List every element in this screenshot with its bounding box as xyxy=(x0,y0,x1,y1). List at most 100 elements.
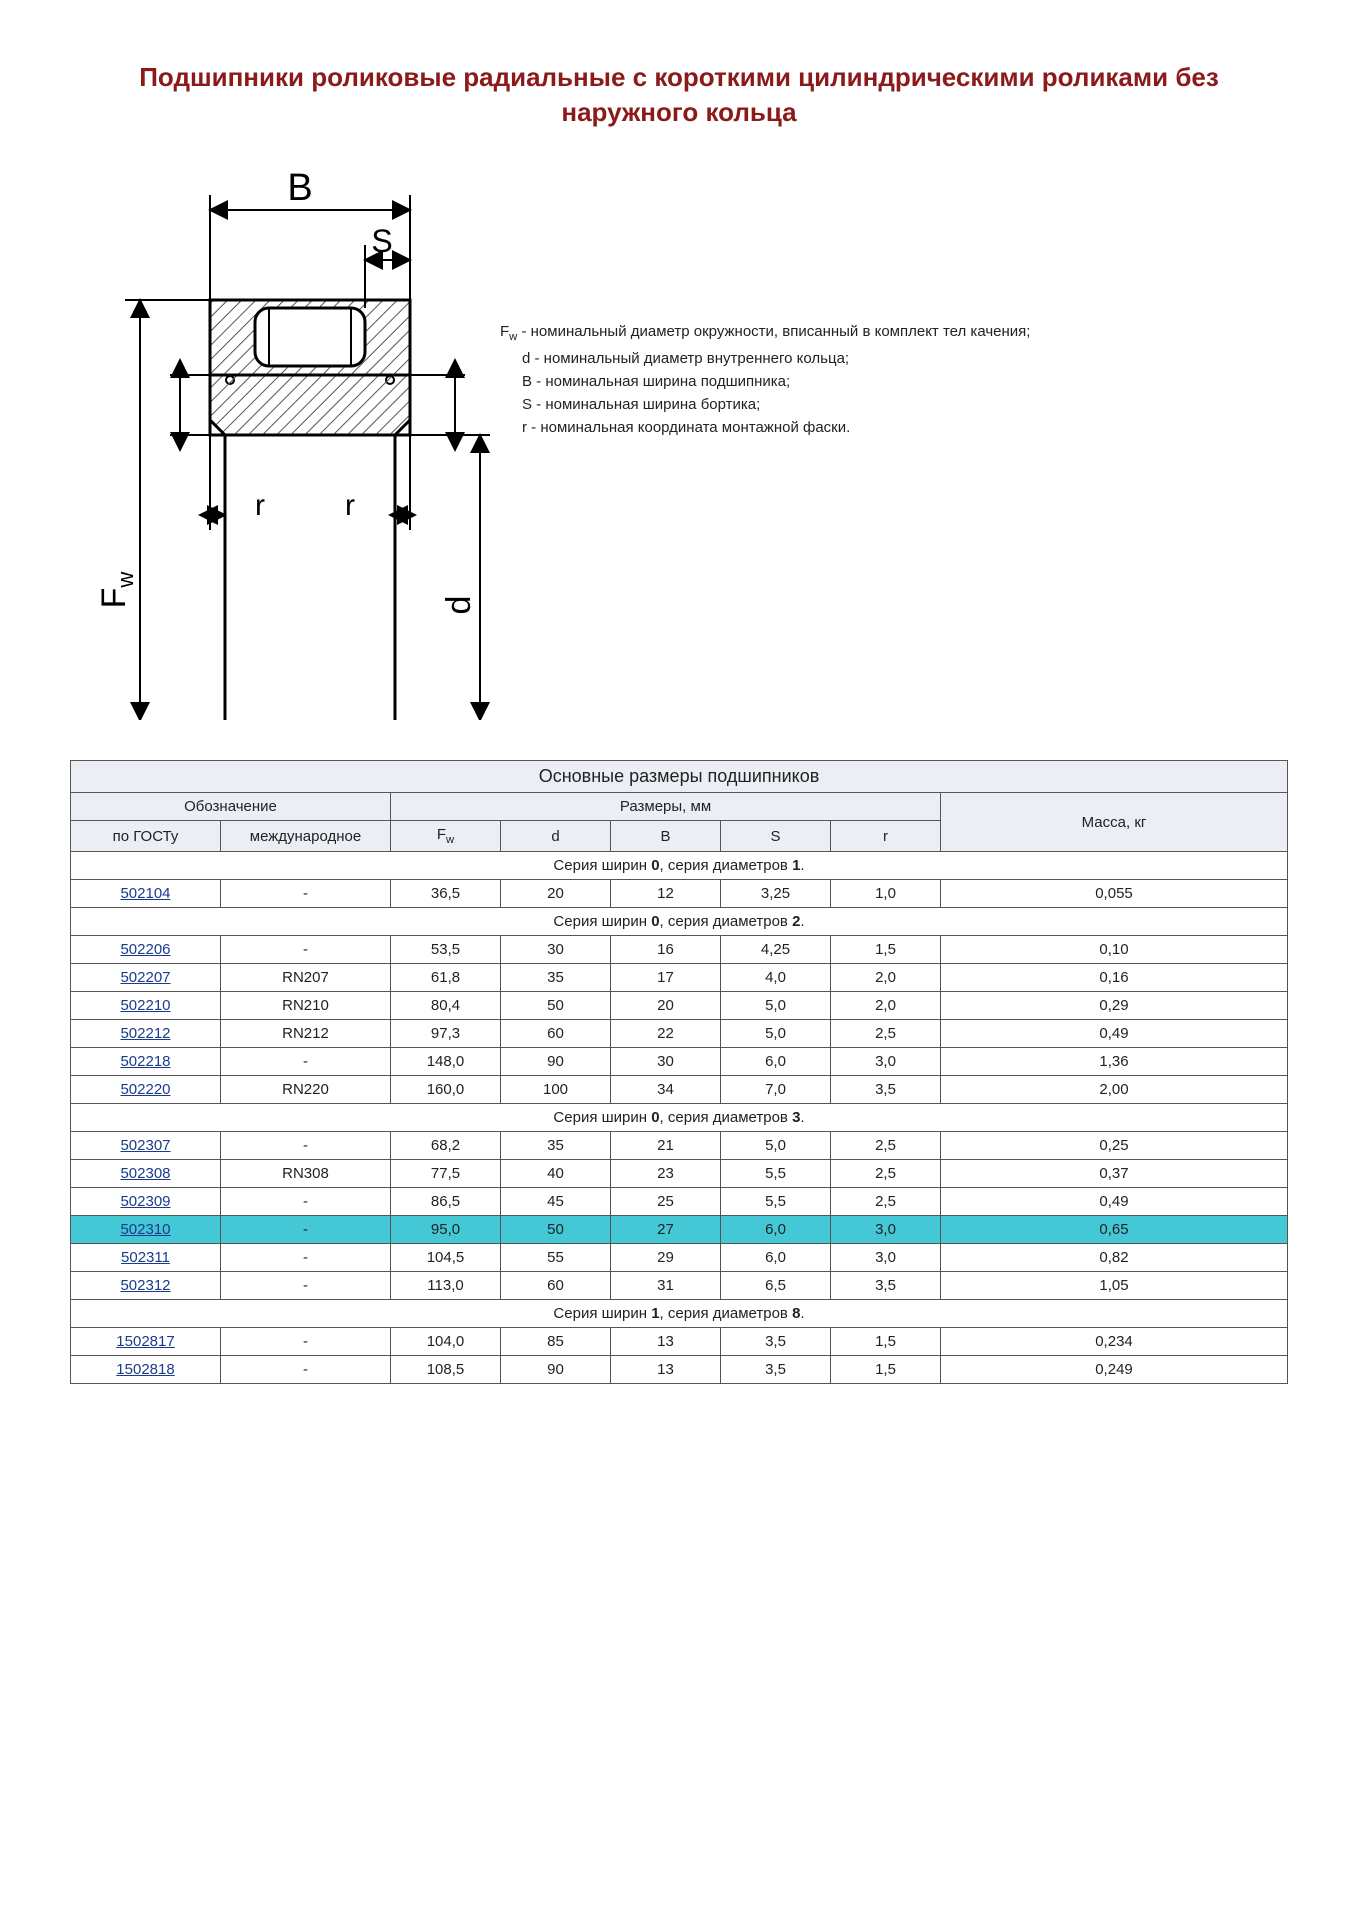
part-link[interactable]: 502104 xyxy=(120,885,170,902)
cell-B: 29 xyxy=(611,1244,721,1272)
cell-gost[interactable]: 502308 xyxy=(71,1160,221,1188)
cell-gost[interactable]: 502312 xyxy=(71,1272,221,1300)
cell-Fw: 77,5 xyxy=(391,1160,501,1188)
table-caption: Основные размеры подшипников xyxy=(71,761,1288,793)
cell-gost[interactable]: 1502818 xyxy=(71,1356,221,1384)
table-row: 502311-104,555296,03,00,82 xyxy=(71,1244,1288,1272)
cell-Fw: 86,5 xyxy=(391,1188,501,1216)
series-header-row: Серия ширин 0, серия диаметров 3. xyxy=(71,1104,1288,1132)
cell-mass: 1,05 xyxy=(941,1272,1288,1300)
cell-gost[interactable]: 502207 xyxy=(71,964,221,992)
cell-intl: RN207 xyxy=(221,964,391,992)
part-link[interactable]: 502206 xyxy=(120,941,170,958)
part-link[interactable]: 502311 xyxy=(121,1249,170,1266)
cell-r: 2,5 xyxy=(831,1188,941,1216)
cell-mass: 0,10 xyxy=(941,936,1288,964)
part-link[interactable]: 1502817 xyxy=(116,1333,174,1350)
table-row: 502220RN220160,0100347,03,52,00 xyxy=(71,1076,1288,1104)
svg-text:Fw: Fw xyxy=(95,572,138,609)
cell-r: 3,0 xyxy=(831,1216,941,1244)
part-link[interactable]: 502309 xyxy=(120,1193,170,1210)
part-link[interactable]: 502212 xyxy=(120,1025,170,1042)
cell-B: 22 xyxy=(611,1020,721,1048)
table-row: 1502817-104,085133,51,50,234 xyxy=(71,1328,1288,1356)
cell-B: 30 xyxy=(611,1048,721,1076)
cell-intl: RN210 xyxy=(221,992,391,1020)
cell-mass: 0,234 xyxy=(941,1328,1288,1356)
cell-Fw: 148,0 xyxy=(391,1048,501,1076)
cell-intl: - xyxy=(221,936,391,964)
cell-S: 6,0 xyxy=(721,1216,831,1244)
table-row: 502212RN21297,360225,02,50,49 xyxy=(71,1020,1288,1048)
dim-label-S: S xyxy=(371,223,392,259)
cell-B: 16 xyxy=(611,936,721,964)
part-link[interactable]: 502312 xyxy=(120,1277,170,1294)
th-r: r xyxy=(831,821,941,852)
cell-d: 90 xyxy=(501,1048,611,1076)
part-link[interactable]: 502220 xyxy=(120,1081,170,1098)
cell-gost[interactable]: 502210 xyxy=(71,992,221,1020)
cell-intl: RN220 xyxy=(221,1076,391,1104)
cell-gost[interactable]: 502206 xyxy=(71,936,221,964)
cell-r: 3,5 xyxy=(831,1076,941,1104)
cell-r: 2,0 xyxy=(831,964,941,992)
cell-Fw: 104,5 xyxy=(391,1244,501,1272)
table-row: 502312-113,060316,53,51,05 xyxy=(71,1272,1288,1300)
cell-B: 12 xyxy=(611,880,721,908)
cell-Fw: 160,0 xyxy=(391,1076,501,1104)
cell-r: 3,0 xyxy=(831,1244,941,1272)
cell-B: 13 xyxy=(611,1356,721,1384)
cell-r: 1,0 xyxy=(831,880,941,908)
cell-mass: 0,82 xyxy=(941,1244,1288,1272)
cell-d: 40 xyxy=(501,1160,611,1188)
cell-gost[interactable]: 502212 xyxy=(71,1020,221,1048)
cell-S: 6,0 xyxy=(721,1048,831,1076)
cell-r: 1,5 xyxy=(831,1356,941,1384)
cell-gost[interactable]: 502311 xyxy=(71,1244,221,1272)
cell-gost[interactable]: 502104 xyxy=(71,880,221,908)
cell-S: 3,5 xyxy=(721,1356,831,1384)
part-link[interactable]: 502310 xyxy=(120,1221,170,1238)
table-row: 502309-86,545255,52,50,49 xyxy=(71,1188,1288,1216)
part-link[interactable]: 502308 xyxy=(120,1165,170,1182)
cell-mass: 1,36 xyxy=(941,1048,1288,1076)
table-row: 502104-36,520123,251,00,055 xyxy=(71,880,1288,908)
cell-Fw: 80,4 xyxy=(391,992,501,1020)
cell-S: 7,0 xyxy=(721,1076,831,1104)
cell-gost[interactable]: 502220 xyxy=(71,1076,221,1104)
cell-Fw: 113,0 xyxy=(391,1272,501,1300)
cell-Fw: 108,5 xyxy=(391,1356,501,1384)
cell-B: 27 xyxy=(611,1216,721,1244)
cell-S: 5,0 xyxy=(721,992,831,1020)
cell-d: 45 xyxy=(501,1188,611,1216)
cell-gost[interactable]: 502307 xyxy=(71,1132,221,1160)
part-link[interactable]: 502210 xyxy=(120,997,170,1014)
th-d: d xyxy=(501,821,611,852)
cell-gost[interactable]: 1502817 xyxy=(71,1328,221,1356)
cell-gost[interactable]: 502310 xyxy=(71,1216,221,1244)
cell-intl: RN212 xyxy=(221,1020,391,1048)
part-link[interactable]: 502218 xyxy=(120,1053,170,1070)
cell-r: 2,5 xyxy=(831,1020,941,1048)
part-link[interactable]: 502307 xyxy=(120,1137,170,1154)
cell-gost[interactable]: 502309 xyxy=(71,1188,221,1216)
cell-gost[interactable]: 502218 xyxy=(71,1048,221,1076)
cell-mass: 0,49 xyxy=(941,1188,1288,1216)
cell-r: 2,5 xyxy=(831,1132,941,1160)
th-design: Обозначение xyxy=(71,793,391,821)
th-B: B xyxy=(611,821,721,852)
cell-r: 2,0 xyxy=(831,992,941,1020)
cell-S: 5,5 xyxy=(721,1188,831,1216)
part-link[interactable]: 1502818 xyxy=(116,1361,174,1378)
cell-d: 90 xyxy=(501,1356,611,1384)
part-link[interactable]: 502207 xyxy=(120,969,170,986)
cell-S: 5,0 xyxy=(721,1020,831,1048)
cell-intl: RN308 xyxy=(221,1160,391,1188)
cell-d: 60 xyxy=(501,1020,611,1048)
cell-mass: 0,65 xyxy=(941,1216,1288,1244)
cell-mass: 0,29 xyxy=(941,992,1288,1020)
cell-intl: - xyxy=(221,1188,391,1216)
cell-r: 3,5 xyxy=(831,1272,941,1300)
series-header-row: Серия ширин 1, серия диаметров 8. xyxy=(71,1300,1288,1328)
cell-mass: 0,055 xyxy=(941,880,1288,908)
